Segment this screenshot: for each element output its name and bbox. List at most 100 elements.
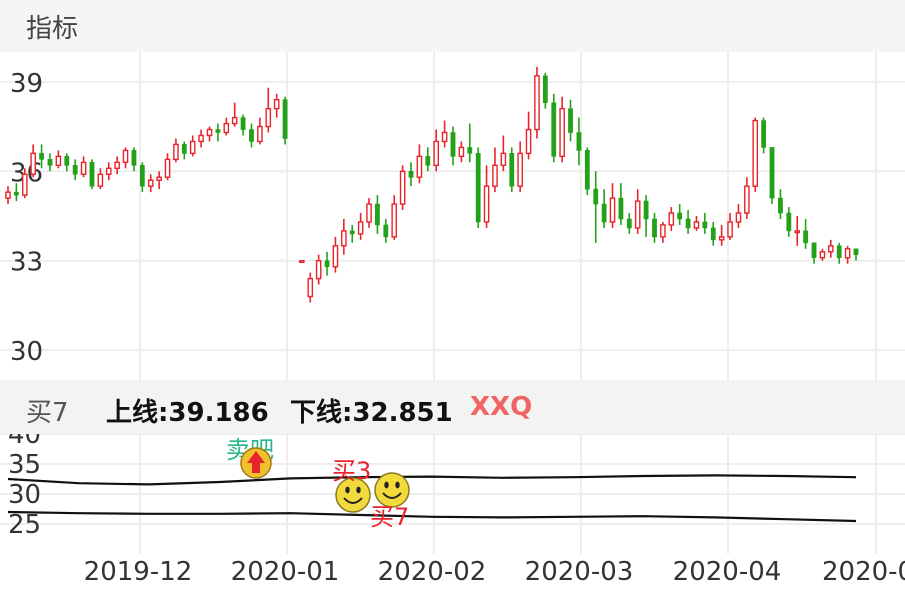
candle[interactable] <box>786 212 792 232</box>
candle[interactable] <box>811 242 817 259</box>
candle[interactable] <box>72 165 78 175</box>
candle[interactable] <box>668 212 675 226</box>
candle[interactable] <box>601 203 607 223</box>
candle[interactable] <box>408 170 414 178</box>
candle[interactable] <box>80 161 87 175</box>
candle[interactable] <box>249 129 254 142</box>
candle[interactable] <box>341 230 347 247</box>
candle[interactable] <box>366 203 372 223</box>
candle[interactable] <box>30 152 36 175</box>
candle[interactable] <box>131 150 137 166</box>
candle[interactable] <box>399 170 406 205</box>
smiley-icon[interactable] <box>335 477 371 513</box>
candle[interactable] <box>752 119 759 187</box>
candle[interactable] <box>21 173 28 196</box>
candle[interactable] <box>349 230 355 235</box>
candle[interactable] <box>836 245 842 259</box>
candle[interactable] <box>416 155 423 178</box>
candle[interactable] <box>794 230 801 234</box>
candle[interactable] <box>643 200 649 220</box>
candle[interactable] <box>542 75 548 103</box>
candle[interactable] <box>769 147 775 199</box>
candle[interactable] <box>634 200 641 229</box>
candlestick-chart[interactable]: 30 33 36 39 <box>0 52 905 380</box>
candle[interactable] <box>105 167 112 175</box>
candle[interactable] <box>164 158 171 178</box>
candle[interactable] <box>517 152 523 187</box>
candle[interactable] <box>500 152 507 167</box>
candle[interactable] <box>727 221 733 238</box>
candle[interactable] <box>568 108 573 133</box>
candle[interactable] <box>652 218 657 238</box>
candle[interactable] <box>206 128 213 137</box>
candle[interactable] <box>492 164 498 187</box>
candle[interactable] <box>677 212 683 220</box>
candle[interactable] <box>332 245 339 268</box>
candle[interactable] <box>559 107 565 158</box>
candle[interactable] <box>89 162 95 187</box>
candle[interactable] <box>156 176 162 181</box>
candle[interactable] <box>64 156 70 166</box>
candle[interactable] <box>702 221 708 229</box>
indicator-subchart[interactable]: 25303540卖吧买3买7 <box>0 420 905 554</box>
candle[interactable] <box>828 245 834 253</box>
candle[interactable] <box>593 188 599 205</box>
candle[interactable] <box>315 260 322 280</box>
candle[interactable] <box>803 230 809 244</box>
candle[interactable] <box>147 179 154 187</box>
candle[interactable] <box>55 155 62 167</box>
candle[interactable] <box>467 147 473 154</box>
candle[interactable] <box>609 197 616 223</box>
candle[interactable] <box>13 191 19 196</box>
candle[interactable] <box>240 117 246 130</box>
candle[interactable] <box>509 153 515 187</box>
candle[interactable] <box>618 197 624 220</box>
candle[interactable] <box>660 224 666 238</box>
candle[interactable] <box>215 129 221 133</box>
candle[interactable] <box>710 227 716 241</box>
candle[interactable] <box>584 150 590 190</box>
candle[interactable] <box>576 132 582 151</box>
candle[interactable] <box>282 99 288 139</box>
candle[interactable] <box>139 165 145 187</box>
candle[interactable] <box>198 134 204 143</box>
candle[interactable] <box>458 146 465 158</box>
candle[interactable] <box>551 102 557 157</box>
candle[interactable] <box>433 140 439 167</box>
candle[interactable] <box>693 221 700 229</box>
candle[interactable] <box>475 153 481 223</box>
candle[interactable] <box>534 75 540 131</box>
candle[interactable] <box>189 140 196 155</box>
candle[interactable] <box>844 248 851 259</box>
candle[interactable] <box>307 277 314 298</box>
candle[interactable] <box>265 107 272 128</box>
candle[interactable] <box>324 260 330 267</box>
candle[interactable] <box>525 128 532 155</box>
candle[interactable] <box>299 260 305 264</box>
candle[interactable] <box>257 125 263 143</box>
candle[interactable] <box>718 236 725 241</box>
candle[interactable] <box>231 116 238 125</box>
candle[interactable] <box>685 218 691 229</box>
candle[interactable] <box>819 251 826 259</box>
candle[interactable] <box>626 218 632 229</box>
candle[interactable] <box>441 131 448 143</box>
indicator-name[interactable]: 买7 <box>26 398 69 428</box>
candle[interactable] <box>778 197 783 214</box>
candle[interactable] <box>181 144 187 154</box>
candle[interactable] <box>853 248 859 256</box>
candle[interactable] <box>39 153 44 160</box>
smiley-icon[interactable] <box>374 472 410 508</box>
candle[interactable] <box>375 203 380 226</box>
candle[interactable] <box>273 99 280 110</box>
candle[interactable] <box>391 203 398 238</box>
candle[interactable] <box>735 212 742 223</box>
candle[interactable] <box>223 122 230 134</box>
candle[interactable] <box>450 132 456 157</box>
sell-arrow-icon[interactable] <box>240 447 272 479</box>
candle[interactable] <box>744 185 750 214</box>
candle[interactable] <box>761 120 767 148</box>
candle[interactable] <box>173 143 179 161</box>
candle[interactable] <box>357 221 364 235</box>
candle[interactable] <box>425 156 431 166</box>
